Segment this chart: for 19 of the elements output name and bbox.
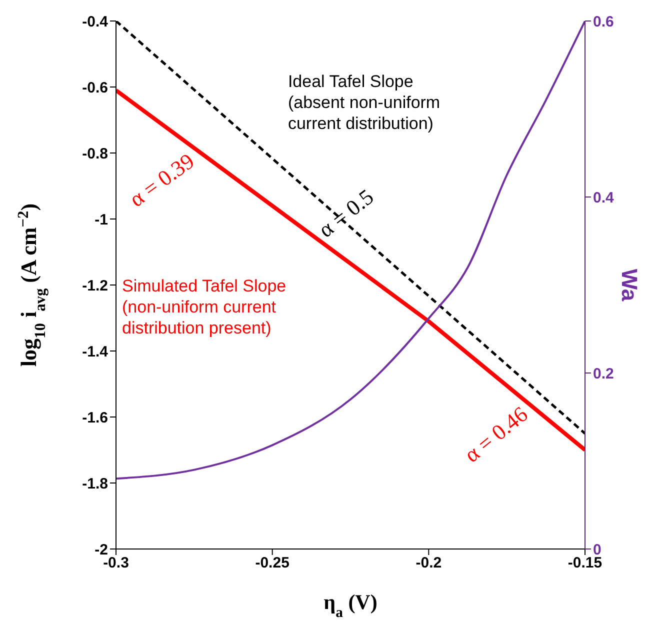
y-tick-label: -0.4 <box>82 13 109 30</box>
annotation: Ideal Tafel Slope (absent non-uniform current distribution) <box>288 72 440 133</box>
y2-tick-label: 0.6 <box>593 13 614 30</box>
y-tick-label: -1 <box>94 211 108 228</box>
y2-tick-label: 0.2 <box>593 365 614 382</box>
y-tick-label: -1.6 <box>82 409 108 426</box>
y-tick-label: -0.8 <box>82 145 108 162</box>
x-tick-label: -0.2 <box>416 554 442 572</box>
x-tick-label: -0.25 <box>255 554 290 572</box>
x-axis-title: η$_{a}$ (V) <box>324 590 378 621</box>
y-tick-label: -1.4 <box>82 343 109 360</box>
annotation: α = 0.39 <box>124 148 199 212</box>
annotation: α = 0.46 <box>459 401 532 468</box>
annotation: Simulated Tafel Slope (non-uniform current distribution present) <box>122 276 286 338</box>
y-tick-label: -1.2 <box>82 277 108 294</box>
y-tick-label: -0.6 <box>82 79 108 96</box>
y-tick-label: -1.8 <box>82 475 108 492</box>
y2-tick-label: 0.4 <box>593 189 615 206</box>
y2-axis-title: Wa <box>617 268 642 302</box>
